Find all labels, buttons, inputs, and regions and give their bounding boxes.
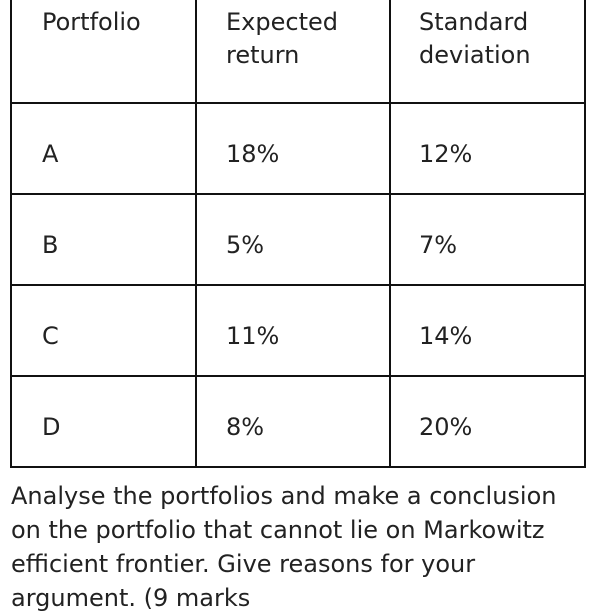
header-standard-deviation-line-1: Standard: [419, 8, 529, 36]
cell-expected-return: 11%: [195, 284, 391, 377]
question-line-2: on the portfolio that cannot lie on Mark…: [11, 516, 545, 544]
question-line-3: efficient frontier. Give reasons for you…: [11, 550, 476, 578]
table-row: B 5% 7%: [10, 193, 586, 286]
cell-expected-return: 5%: [195, 193, 391, 286]
question-line-1: Analyse the portfolios and make a conclu…: [11, 482, 557, 510]
table-header-row: Portfolio Expected return Standard deviati…: [10, 0, 586, 104]
table-row: A 18% 12%: [10, 102, 586, 195]
header-expected-return: Expected return: [195, 0, 391, 104]
cell-standard-deviation: 7%: [389, 193, 586, 286]
cell-expected-return: 8%: [195, 375, 391, 468]
header-expected-return-line-1: Expected: [226, 8, 338, 36]
cell-standard-deviation: 20%: [389, 375, 586, 468]
cell-portfolio: A: [10, 102, 197, 195]
cell-portfolio: B: [10, 193, 197, 286]
cell-portfolio: D: [10, 375, 197, 468]
cell-portfolio: C: [10, 284, 197, 377]
cell-expected-return: 18%: [195, 102, 391, 195]
question-line-4: argument. (9 marks: [11, 584, 251, 612]
table-row: D 8% 20%: [10, 375, 586, 468]
question-text: Analyse the portfolios and make a conclu…: [11, 479, 591, 615]
cell-standard-deviation: 12%: [389, 102, 586, 195]
header-expected-return-line-2: return: [226, 41, 300, 69]
table-row: C 11% 14%: [10, 284, 586, 377]
header-standard-deviation: Standard deviation: [389, 0, 586, 104]
header-portfolio-line-1: Portfolio: [42, 8, 141, 36]
header-standard-deviation-line-2: deviation: [419, 41, 531, 69]
cell-standard-deviation: 14%: [389, 284, 586, 377]
header-portfolio: Portfolio: [10, 0, 197, 104]
portfolio-table: Portfolio Expected return Standard deviati…: [10, 0, 586, 468]
